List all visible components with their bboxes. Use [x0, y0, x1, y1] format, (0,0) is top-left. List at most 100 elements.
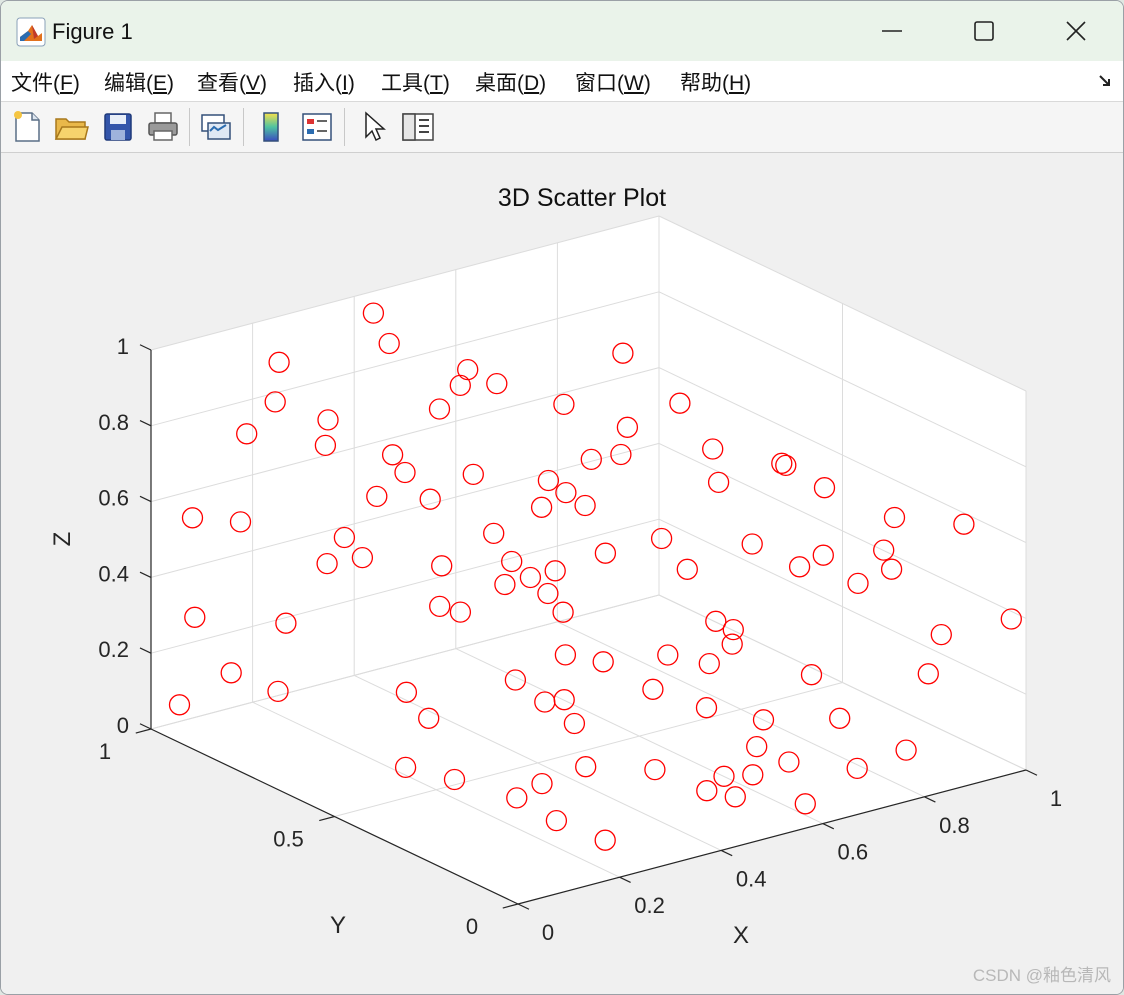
- figure-canvas[interactable]: 0 0.2 0.4 0.6 0.8 1 0 0.5 1 0 0.2 0.4 0.6 0.8 1 3D Sca…: [1, 153, 1123, 994]
- menu-insert-end: ): [347, 72, 355, 95]
- figure-toolbar: [1, 102, 1123, 153]
- grid-line: [658, 215, 1027, 392]
- scatter-point: [696, 780, 718, 802]
- menu-window[interactable]: 窗口(W): [575, 67, 651, 97]
- menu-file[interactable]: 文件(F): [11, 67, 80, 97]
- menu-help[interactable]: 帮助(H): [680, 67, 751, 97]
- menu-insert-label: 插入(: [293, 72, 342, 95]
- scatter-point: [316, 552, 338, 575]
- scatter-point: [575, 756, 597, 778]
- scatter-point: [650, 527, 673, 550]
- scatter-point: [742, 764, 764, 786]
- scatter-point: [534, 691, 556, 713]
- grid-line: [150, 367, 660, 503]
- scatter-point: [1000, 608, 1022, 630]
- scatter-point: [519, 566, 542, 589]
- back-pane: [151, 216, 659, 729]
- close-button[interactable]: [1053, 9, 1099, 53]
- scatter-point: [362, 302, 385, 324]
- z-tick-mark: [139, 344, 152, 351]
- z-tick-label: 0: [117, 713, 129, 738]
- scatter-point: [846, 757, 868, 780]
- scatter-point: [676, 558, 698, 580]
- z-tick-label: 0.4: [98, 561, 129, 586]
- maximize-button[interactable]: [961, 9, 1007, 53]
- menu-file-end: ): [72, 72, 80, 95]
- scatter-point: [702, 438, 724, 460]
- scatter-point: [366, 485, 388, 508]
- scatter-point: [537, 582, 559, 605]
- legend-icon: [302, 113, 332, 141]
- minimize-icon: [882, 30, 902, 32]
- scatter-point: [574, 494, 596, 517]
- scatter-point: [895, 739, 917, 761]
- menu-tools[interactable]: 工具(T): [381, 67, 450, 97]
- scatter-point: [580, 448, 602, 471]
- menu-insert-key: I: [342, 72, 348, 95]
- menu-desktop-label: 桌面(: [475, 72, 524, 95]
- new-figure-button[interactable]: [9, 109, 45, 145]
- scatter-point: [594, 542, 617, 564]
- legend-button[interactable]: [299, 109, 335, 145]
- scatter-point: [429, 595, 451, 618]
- grid-line: [150, 215, 660, 351]
- title-bar[interactable]: Figure 1: [1, 1, 1123, 61]
- maximize-icon: [974, 21, 994, 41]
- edit-plot-button[interactable]: [356, 109, 392, 145]
- open-file-icon: [54, 118, 89, 140]
- minimize-button[interactable]: [869, 9, 915, 53]
- scatter-point: [930, 623, 952, 646]
- scatter-point: [705, 610, 727, 632]
- scatter-point: [351, 546, 374, 569]
- scatter-point: [657, 644, 679, 666]
- z-tick-mark: [139, 647, 152, 654]
- scatter-point: [314, 434, 337, 457]
- grid-line: [150, 442, 660, 578]
- property-inspector-button[interactable]: [400, 109, 436, 145]
- scatter-point: [275, 612, 297, 634]
- x-tick-mark: [720, 849, 733, 857]
- scatter-point: [800, 664, 823, 686]
- scatter-point: [873, 539, 895, 561]
- grid-line: [150, 594, 660, 730]
- print-button[interactable]: [145, 109, 181, 145]
- scatter-point: [506, 787, 528, 809]
- scatter-point: [317, 409, 339, 431]
- link-plot-icon: [201, 114, 231, 140]
- colorbar-button[interactable]: [253, 109, 289, 145]
- property-inspector-icon: [402, 113, 434, 141]
- z-tick-mark: [139, 420, 152, 427]
- scatter-point: [504, 669, 527, 691]
- menu-edit-label: 编辑(: [104, 72, 153, 95]
- z-tick-mark: [139, 723, 152, 730]
- menu-insert[interactable]: 插入(I): [293, 67, 355, 97]
- grid-line: [658, 518, 1027, 695]
- print-icon: [148, 112, 178, 141]
- z-axis-label: Z: [49, 532, 76, 547]
- new-figure-icon: [14, 111, 40, 142]
- scatter-point: [394, 756, 417, 779]
- scatter-point: [695, 697, 718, 719]
- grid-line: [658, 367, 1027, 544]
- grid-line: [658, 291, 1027, 468]
- dock-arrow-icon[interactable]: [1097, 73, 1113, 89]
- toolbar-separator: [243, 108, 244, 146]
- open-file-button[interactable]: [53, 109, 89, 145]
- scatter-point: [698, 652, 720, 675]
- y-tick-mark: [135, 728, 152, 734]
- menu-edit[interactable]: 编辑(E): [104, 67, 174, 97]
- scatter-point: [721, 633, 743, 655]
- menu-help-end: ): [744, 72, 752, 95]
- menu-window-end: ): [643, 72, 651, 95]
- menu-desktop[interactable]: 桌面(D): [475, 67, 546, 97]
- x-tick-label: 0: [542, 920, 554, 945]
- scatter-point: [544, 560, 566, 582]
- save-button[interactable]: [100, 109, 136, 145]
- scatter-point: [486, 372, 508, 395]
- z-tick-label: 0.2: [98, 637, 129, 662]
- link-plot-button[interactable]: [198, 109, 234, 145]
- menu-view[interactable]: 查看(V): [197, 67, 267, 97]
- scatter-point: [794, 793, 816, 815]
